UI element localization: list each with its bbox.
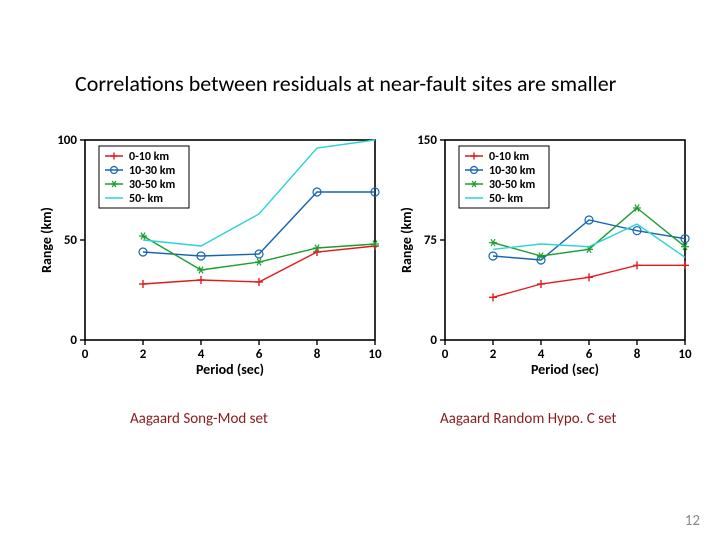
svg-text:Period (sec): Period (sec) bbox=[531, 361, 599, 378]
svg-text:0: 0 bbox=[442, 347, 449, 362]
svg-text:30-50 km: 30-50 km bbox=[129, 178, 175, 192]
chart-right: 0 2 4 6 8 10 Period (sec) 0 75 150 Range (km) 0-10 … bbox=[395, 130, 695, 385]
svg-text:10-30 km: 10-30 km bbox=[129, 164, 175, 178]
svg-text:4: 4 bbox=[538, 347, 545, 362]
svg-text:0-10 km: 0-10 km bbox=[129, 150, 169, 164]
slide-title: Correlations between residuals at near-f… bbox=[75, 70, 616, 97]
subcaption-right: Aagaard Random Hypo. C set bbox=[440, 410, 616, 428]
svg-text:8: 8 bbox=[314, 347, 321, 362]
svg-text:30-50 km: 30-50 km bbox=[489, 178, 535, 192]
svg-text:0: 0 bbox=[70, 333, 77, 348]
svg-text:Period (sec): Period (sec) bbox=[196, 361, 264, 378]
svg-text:100: 100 bbox=[57, 133, 77, 148]
svg-text:150: 150 bbox=[417, 133, 437, 148]
svg-text:10: 10 bbox=[678, 347, 692, 362]
svg-text:6: 6 bbox=[586, 347, 593, 362]
svg-text:0: 0 bbox=[430, 333, 437, 348]
svg-text:50: 50 bbox=[64, 233, 78, 248]
svg-text:0-10 km: 0-10 km bbox=[489, 150, 529, 164]
svg-text:Range (km): Range (km) bbox=[398, 207, 415, 273]
svg-text:0: 0 bbox=[82, 347, 89, 362]
subcaption-left: Aagaard Song-Mod set bbox=[130, 410, 268, 428]
svg-text:8: 8 bbox=[634, 347, 641, 362]
svg-text:4: 4 bbox=[198, 347, 205, 362]
chart-left: 0 2 4 6 8 10 Period (sec) 0 50 100 Range (km) 0-10 … bbox=[35, 130, 385, 385]
svg-text:2: 2 bbox=[490, 347, 497, 362]
svg-text:50- km: 50- km bbox=[489, 192, 523, 206]
svg-text:10-30 km: 10-30 km bbox=[489, 164, 535, 178]
svg-text:Range (km): Range (km) bbox=[38, 207, 55, 273]
svg-text:50- km: 50- km bbox=[129, 192, 163, 206]
svg-text:6: 6 bbox=[256, 347, 263, 362]
svg-text:75: 75 bbox=[424, 233, 437, 248]
svg-text:10: 10 bbox=[368, 347, 382, 362]
svg-text:2: 2 bbox=[140, 347, 147, 362]
page-number: 12 bbox=[685, 512, 700, 530]
